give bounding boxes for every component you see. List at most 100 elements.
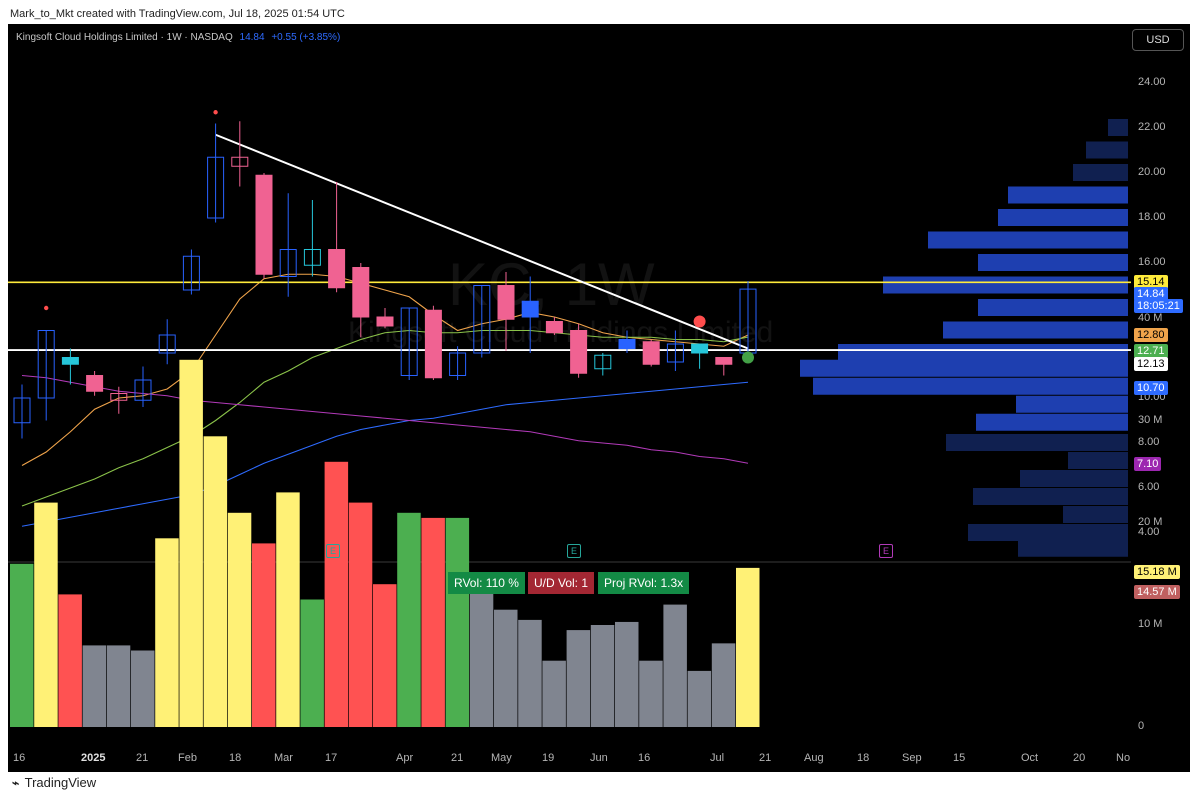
countdown-label: 18:05:21 — [1134, 299, 1183, 314]
volume-bar-12 — [300, 599, 324, 727]
time-axis-tick: 21 — [759, 752, 772, 764]
time-axis-tick: Feb — [178, 752, 197, 764]
last-price: 14.84 — [239, 32, 265, 43]
price-axis-tick: 20.00 — [1138, 166, 1166, 178]
last-volume-label: 14.57 M — [1134, 585, 1180, 600]
time-axis-tick: Jun — [590, 752, 608, 764]
ma-blue-label: 10.70 — [1134, 381, 1168, 396]
volume-profile-bar-14 — [976, 413, 1128, 431]
price-axis-tick: 16.00 — [1138, 256, 1166, 268]
price-axis-tick: 8.00 — [1138, 436, 1160, 448]
time-axis-tick: 18 — [857, 752, 870, 764]
volume-profile-bar-4 — [998, 209, 1128, 226]
volume-bar-24 — [590, 625, 615, 727]
volume-bar-4 — [106, 645, 131, 727]
volume-profile-bar-9 — [943, 321, 1128, 339]
price-axis-tick: 22.00 — [1138, 121, 1166, 133]
price-axis-tick: 4.00 — [1138, 526, 1160, 538]
chart-credit: Mark_to_Mkt created with TradingView.com… — [10, 8, 345, 20]
earnings-badge-2[interactable]: E — [567, 544, 581, 558]
rvol-box: RVol: 110 % — [448, 572, 525, 594]
time-axis-tick: No — [1116, 752, 1131, 764]
time-axis-tick: Jul — [710, 752, 725, 764]
candle-body-11 — [279, 249, 297, 277]
candle-body-9 — [231, 156, 249, 167]
ma-orange-label: 12.80 — [1134, 328, 1168, 342]
chart-header: Kingsoft Cloud Holdings Limited · 1W · N… — [16, 32, 340, 43]
chart-frame: KC, 1W Kingsoft Cloud Holdings Limited K… — [8, 24, 1190, 772]
volume-bar-0 — [10, 563, 34, 727]
candle-body-13 — [328, 249, 346, 289]
candle-body-22 — [545, 321, 563, 334]
candle-body-18 — [449, 352, 467, 376]
candle-body-19 — [473, 285, 491, 354]
watermark-symbol: KC, 1W — [448, 251, 655, 318]
time-axis-tick: Sep — [902, 752, 922, 764]
volume-bar-3 — [82, 645, 107, 727]
earnings-badge-1[interactable]: E — [326, 544, 340, 558]
candle-body-29 — [715, 357, 733, 365]
time-axis-tick: Aug — [804, 752, 824, 764]
volume-bar-16 — [397, 512, 421, 727]
moving-average-blue — [21, 381, 749, 527]
time-axis-tick: 21 — [136, 752, 149, 764]
candle-body-10 — [255, 174, 273, 275]
volume-axis-tick: 20 M — [1138, 516, 1163, 528]
candle-body-4 — [110, 393, 128, 401]
volume-profile-bar-16 — [1068, 452, 1128, 469]
volume-bar-1 — [34, 502, 58, 727]
time-axis-tick: 19 — [542, 752, 555, 764]
volume-axis-tick: 0 — [1138, 720, 1145, 732]
price-volume-chart[interactable] — [8, 24, 1190, 772]
volume-bar-10 — [252, 543, 276, 727]
volume-profile-bar-8 — [978, 299, 1128, 316]
candle-body-25 — [618, 339, 636, 349]
volume-profile-bar-6 — [978, 254, 1128, 271]
currency-button[interactable]: USD — [1132, 29, 1184, 51]
time-axis-tick: 2025 — [81, 752, 106, 764]
candle-body-7 — [182, 255, 200, 291]
avg-volume-label: 15.18 M — [1134, 565, 1180, 580]
time-axis-tick: 16 — [13, 752, 26, 764]
tradingview-brand: TradingView — [24, 775, 97, 790]
volume-profile-bar-21 — [1018, 539, 1128, 557]
price-axis-tick: 24.00 — [1138, 76, 1166, 88]
volume-bar-13 — [324, 461, 349, 727]
volume-profile-bar-7 — [883, 276, 1128, 294]
volume-axis-tick: 10 M — [1138, 618, 1163, 630]
volume-profile-bar-3 — [1008, 186, 1128, 204]
ud-vol-box: U/D Vol: 1 — [528, 572, 595, 594]
signal-dot-2 — [213, 110, 218, 115]
time-axis-tick: Mar — [274, 752, 293, 764]
signal-dot-4 — [742, 351, 754, 364]
time-axis-tick: 21 — [451, 752, 464, 764]
volume-axis-tick: 30 M — [1138, 414, 1163, 426]
candle-body-20 — [497, 285, 515, 320]
volume-profile-bar-10 — [838, 344, 1128, 361]
yellow-line-label: 15.14 — [1134, 275, 1168, 290]
moving-average-purple — [21, 374, 749, 464]
ma-purple-label: 7.10 — [1134, 457, 1162, 472]
volume-bar-30 — [736, 567, 760, 727]
candle-body-26 — [642, 341, 660, 365]
descending-trendline — [215, 133, 749, 350]
volume-bar-23 — [566, 630, 591, 727]
time-axis-tick: 17 — [325, 752, 338, 764]
candle-body-17 — [424, 309, 442, 379]
candle-body-23 — [570, 330, 588, 374]
volume-bar-21 — [518, 619, 542, 727]
time-axis-tick: Oct — [1021, 752, 1039, 764]
time-axis-tick: Apr — [396, 752, 414, 764]
price-axis-tick: 18.00 — [1138, 211, 1166, 223]
volume-profile-bar-15 — [946, 434, 1128, 451]
volume-bar-25 — [615, 621, 639, 727]
candle-body-12 — [303, 249, 321, 266]
candle-body-14 — [352, 267, 370, 318]
volume-bar-27 — [663, 604, 687, 727]
time-axis-tick: 15 — [953, 752, 966, 764]
ma-green-label: 12.71 — [1134, 344, 1168, 359]
volume-bar-2 — [58, 594, 82, 727]
volume-axis-tick: 40 M — [1138, 312, 1163, 324]
volume-profile-bar-1 — [1086, 141, 1128, 159]
earnings-badge-3[interactable]: E — [879, 544, 893, 558]
